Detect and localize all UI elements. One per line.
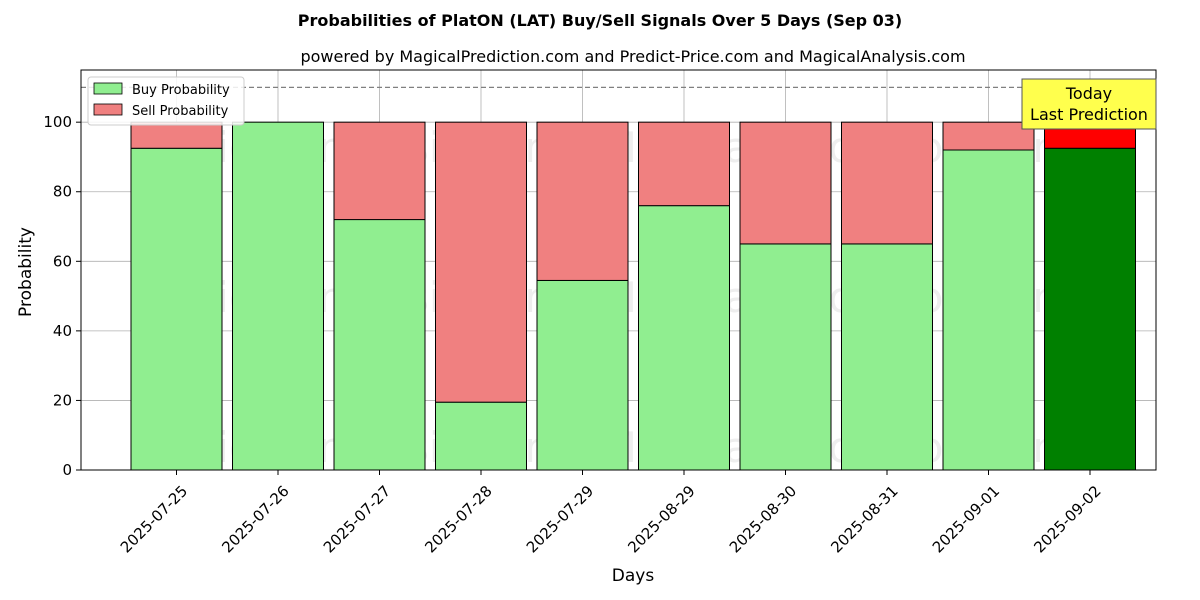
legend-buy-swatch xyxy=(93,82,123,95)
bar-sell-2025-08-29 xyxy=(638,121,730,207)
x-tick-label: 2025-07-25 xyxy=(117,482,191,556)
y-tick-label: 0 xyxy=(62,461,72,479)
x-tick-label: 2025-07-27 xyxy=(320,482,394,556)
y-tick-label: 20 xyxy=(53,391,72,409)
y-tick-label: 100 xyxy=(43,113,72,131)
chart-subtitle: powered by MagicalPrediction.com and Pre… xyxy=(300,47,965,66)
legend-buy-label: Buy Probability xyxy=(132,83,230,98)
bar-sell-2025-07-27 xyxy=(333,121,426,221)
x-axis-label: Days xyxy=(612,566,655,586)
bar-sell-2025-07-29 xyxy=(536,121,629,281)
legend-box xyxy=(87,76,245,126)
bar-sell-2025-08-30 xyxy=(739,121,832,245)
legend-sell-swatch xyxy=(93,103,123,116)
x-tick-label: 2025-09-01 xyxy=(929,482,1003,556)
annotation-box xyxy=(1021,78,1157,130)
today-annotation: Today Last Prediction xyxy=(1021,78,1157,130)
plot-frame xyxy=(80,69,1157,471)
x-tick-label: 2025-08-31 xyxy=(827,482,901,556)
legend: Buy Probability Sell Probability xyxy=(87,76,245,126)
x-tick-label: 2025-07-28 xyxy=(421,482,495,556)
x-ticks: 2025-07-25 2025-07-26 2025-07-27 2025-07-28… xyxy=(117,470,1105,556)
bar-buy-2025-08-29 xyxy=(638,205,730,471)
y-axis-label: Probability xyxy=(16,227,36,317)
bar-sell-2025-07-25 xyxy=(130,121,223,149)
bar-buy-2025-07-26 xyxy=(232,121,324,471)
chart-title: Probabilities of PlatON (LAT) Buy/Sell S… xyxy=(298,11,902,30)
y-tick-label: 60 xyxy=(53,252,72,270)
y-tick-label: 40 xyxy=(53,322,72,340)
bar-buy-2025-07-28 xyxy=(435,401,527,471)
bar-buy-2025-09-02 xyxy=(1044,147,1136,471)
bar-buy-2025-08-30 xyxy=(739,243,832,471)
bar-sell-2025-08-31 xyxy=(841,121,933,245)
bars xyxy=(130,121,1136,471)
x-tick-label: 2025-08-29 xyxy=(624,482,698,556)
x-tick-label: 2025-09-02 xyxy=(1030,482,1104,556)
bar-buy-2025-09-01 xyxy=(942,149,1035,471)
bar-buy-2025-07-27 xyxy=(333,219,426,471)
bar-sell-2025-07-28 xyxy=(435,121,527,403)
y-tick-label: 80 xyxy=(53,183,72,201)
bar-sell-2025-09-01 xyxy=(942,121,1035,151)
bar-buy-2025-07-29 xyxy=(536,279,629,471)
x-tick-label: 2025-07-29 xyxy=(523,482,597,556)
x-tick-label: 2025-07-26 xyxy=(218,482,292,556)
x-tick-label: 2025-08-30 xyxy=(726,482,800,556)
annotation-line1: Today xyxy=(1065,84,1112,103)
bar-buy-2025-07-25 xyxy=(130,147,223,471)
bar-buy-2025-08-31 xyxy=(841,243,933,471)
annotation-line2: Last Prediction xyxy=(1030,105,1148,124)
legend-sell-label: Sell Probability xyxy=(132,104,229,119)
y-ticks: 0 20 40 60 80 100 xyxy=(43,113,81,479)
